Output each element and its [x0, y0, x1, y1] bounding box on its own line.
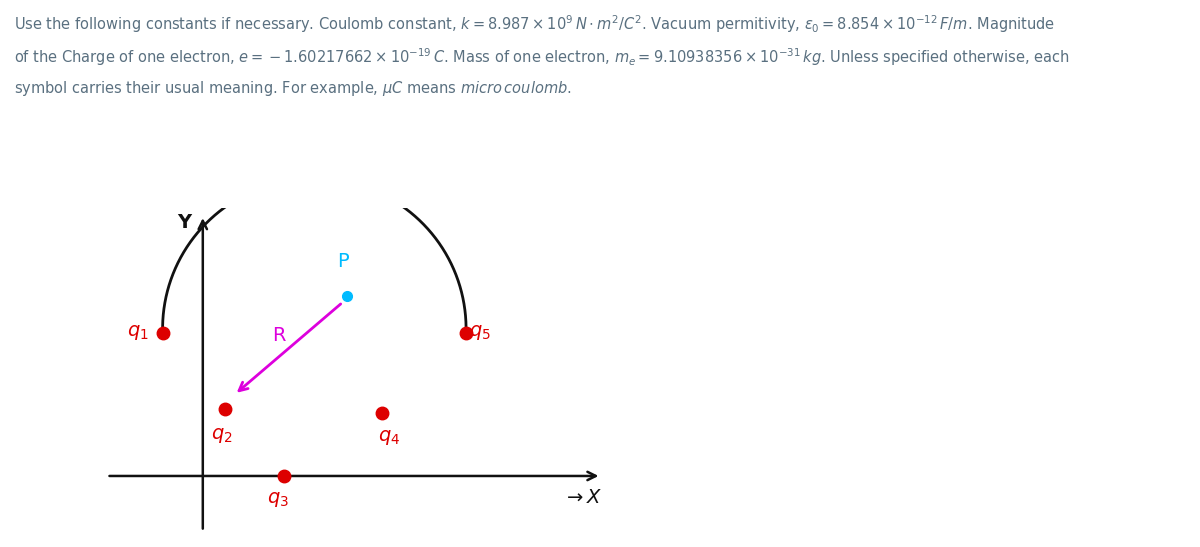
Text: symbol carries their usual meaning. For example, $\mu C$ means $\mathit{micro\,c: symbol carries their usual meaning. For … [14, 79, 572, 98]
Text: R: R [272, 326, 286, 345]
Text: Y: Y [178, 213, 192, 232]
Text: $q_4$: $q_4$ [378, 428, 401, 447]
Text: of the Charge of one electron, $e = -1.60217662 \times 10^{-19}\,C$. Mass of one: of the Charge of one electron, $e = -1.6… [14, 46, 1070, 68]
Text: Use the following constants if necessary. Coulomb constant, $k = 8.987 \times 10: Use the following constants if necessary… [14, 14, 1056, 36]
Text: $q_3$: $q_3$ [266, 490, 288, 509]
Text: P: P [337, 252, 349, 271]
Text: $q_5$: $q_5$ [469, 323, 491, 342]
Text: $q_2$: $q_2$ [211, 426, 233, 445]
Text: $q_1$: $q_1$ [126, 323, 149, 342]
Text: $\rightarrow X$: $\rightarrow X$ [563, 488, 602, 507]
